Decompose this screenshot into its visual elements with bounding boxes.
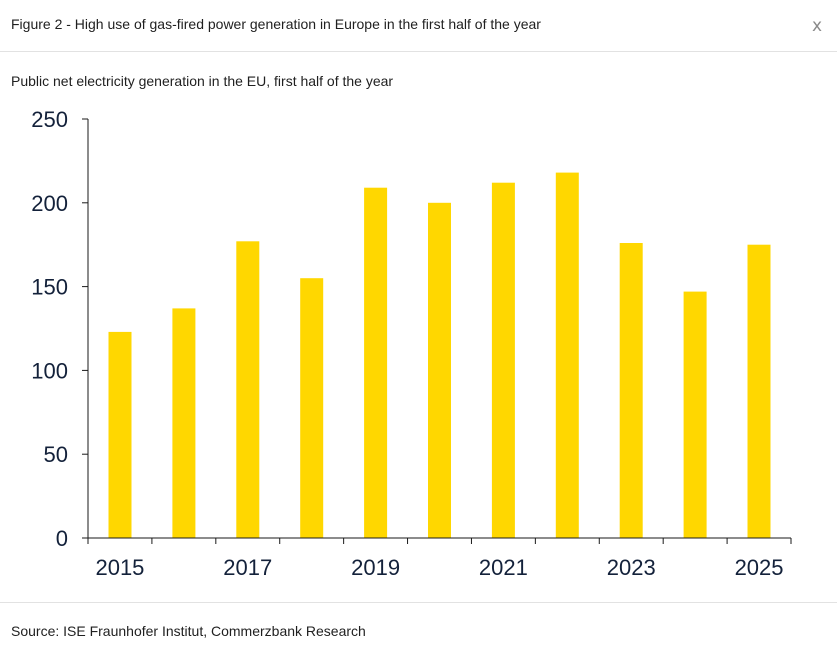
x-tick-label: 2021 [479,555,528,580]
chart-subtitle: Public net electricity generation in the… [11,73,394,89]
bar-2023 [619,243,643,538]
bar-2015 [108,331,132,538]
bar-2021 [491,182,515,538]
axes-group [87,119,791,539]
bars-group [108,172,771,539]
close-button[interactable]: x [811,16,822,36]
bar-2022 [555,172,579,538]
x-tick-label: 2019 [351,555,400,580]
y-ticks-group: 0 50 100 150 200 250 [31,107,88,551]
bar-2016 [172,308,196,538]
source-note: Source: ISE Fraunhofer Institut, Commerz… [11,623,366,639]
y-tick-label: 200 [31,191,68,216]
y-tick-label: 100 [31,358,68,383]
bar-2024 [683,291,707,538]
bar-2019 [364,187,388,538]
figure-header: Figure 2 - High use of gas-fired power g… [0,0,837,52]
bar-2020 [428,202,451,539]
bar-2018 [300,278,324,538]
figure-footer: Source: ISE Fraunhofer Institut, Commerz… [0,602,837,657]
y-tick-label: 0 [56,526,68,551]
figure-title: Figure 2 - High use of gas-fired power g… [11,16,541,32]
x-tick-label: 2015 [95,555,144,580]
bar-chart: 0 50 100 150 200 250 2015 2017 2019 2021 2023 2025 [31,107,792,580]
y-tick-label: 50 [44,442,68,467]
x-tick-label: 2017 [223,555,272,580]
bar-2025 [747,244,771,538]
y-tick-label: 250 [31,107,68,132]
bar-2017 [236,241,260,539]
x-ticks-group: 2015 2017 2019 2021 2023 2025 [87,538,792,580]
x-tick-label: 2023 [607,555,656,580]
y-tick-label: 150 [31,275,68,300]
x-tick-label: 2025 [735,555,784,580]
